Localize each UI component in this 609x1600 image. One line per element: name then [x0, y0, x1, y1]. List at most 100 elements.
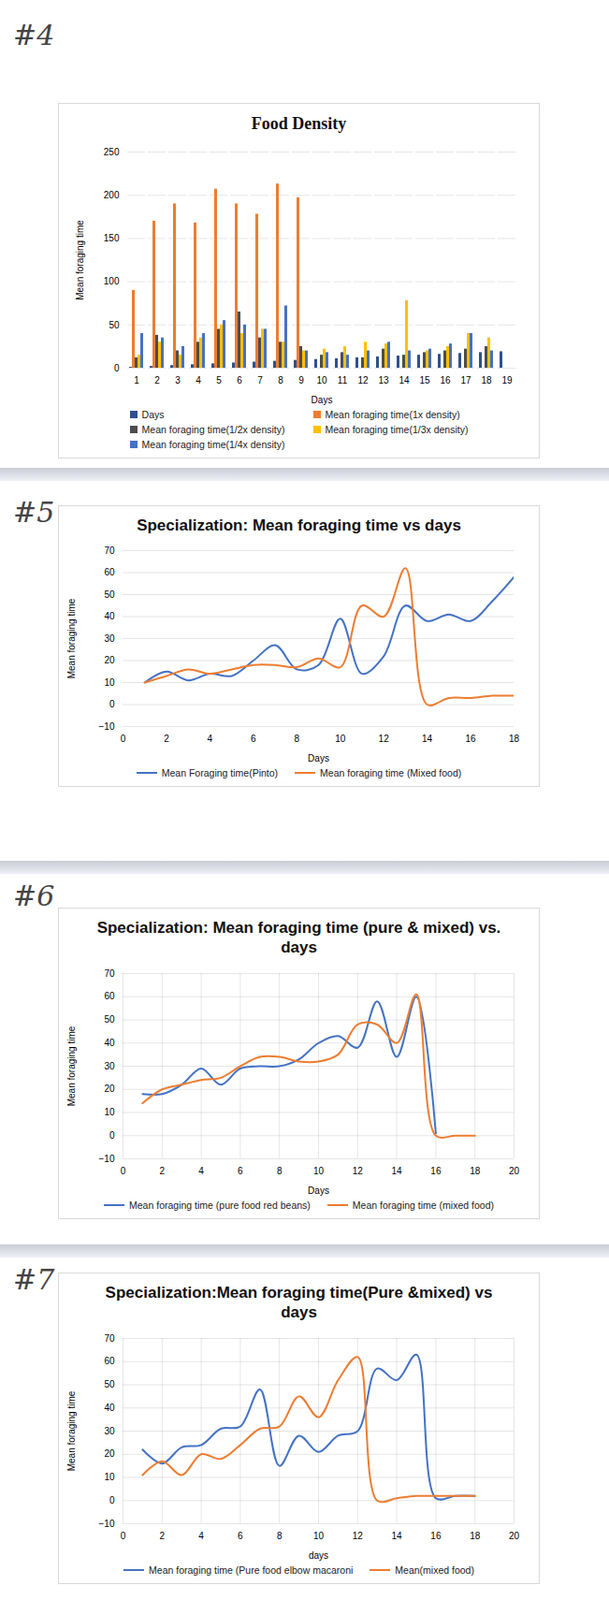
svg-text:18: 18 [469, 1164, 481, 1175]
svg-text:0: 0 [114, 362, 120, 373]
svg-text:70: 70 [103, 1332, 116, 1343]
svg-text:250: 250 [103, 145, 120, 157]
svg-text:6: 6 [236, 374, 243, 385]
html-text:Specialization: Mean foraging: Specialization: Mean foraging time (pure… [96, 918, 501, 957]
svg-text:10: 10 [103, 677, 116, 688]
svg-text:18: 18 [469, 1529, 481, 1540]
svg-text:Days: Days [307, 753, 330, 764]
svg-text:0: 0 [109, 1493, 116, 1505]
svg-text:18: 18 [508, 733, 521, 744]
svg-text:19: 19 [501, 374, 513, 385]
svg-text:8: 8 [293, 733, 300, 744]
svg-text:50: 50 [103, 589, 116, 600]
svg-text:30: 30 [103, 633, 116, 644]
svg-text:14: 14 [398, 374, 410, 385]
svg-text:14: 14 [391, 1164, 404, 1175]
svg-text:18: 18 [480, 374, 493, 385]
svg-text:Mean foraging time: Mean foraging time [66, 1390, 77, 1471]
html-text:#7: #7 [13, 1262, 55, 1296]
svg-text:14: 14 [421, 733, 434, 744]
svg-text:2: 2 [154, 374, 160, 385]
html-text:#5: #5 [13, 495, 55, 529]
svg-text:Mean foraging time: Mean foraging time [66, 598, 77, 680]
svg-text:12: 12 [357, 374, 369, 385]
svg-text:16: 16 [464, 733, 477, 744]
svg-text:12: 12 [378, 733, 391, 744]
svg-text:30: 30 [103, 1424, 116, 1436]
svg-text:20: 20 [103, 1448, 116, 1459]
html-text:#6: #6 [13, 879, 55, 913]
svg-text:50: 50 [108, 319, 120, 330]
svg-text:4: 4 [207, 733, 214, 744]
svg-text:5: 5 [216, 374, 222, 385]
svg-text:13: 13 [377, 374, 390, 385]
svg-text:60: 60 [103, 566, 116, 578]
html-text:#4: #4 [13, 18, 55, 52]
svg-text:10: 10 [313, 1164, 325, 1175]
svg-text:4: 4 [198, 1164, 204, 1175]
svg-text:40: 40 [103, 1401, 116, 1412]
html-text:Specialization:Mean foraging t: Specialization:Mean foraging time(Pure &… [105, 1283, 493, 1322]
svg-text:0: 0 [109, 1129, 116, 1140]
svg-text:20: 20 [508, 1164, 521, 1175]
svg-text:6: 6 [250, 733, 257, 744]
svg-text:Mean foraging time: Mean foraging time [66, 1025, 77, 1106]
svg-text:20: 20 [103, 1083, 116, 1094]
svg-text:−10: −10 [99, 1152, 116, 1163]
svg-text:70: 70 [103, 545, 116, 556]
html-text:Specialization: Mean foraging: Specialization: Mean foraging time vs da… [136, 516, 462, 535]
svg-text:6: 6 [237, 1529, 244, 1540]
svg-text:17: 17 [460, 374, 472, 385]
svg-text:10: 10 [316, 374, 328, 385]
svg-text:70: 70 [103, 967, 116, 978]
svg-text:Mean foraging time: Mean foraging time [74, 218, 86, 300]
svg-text:10: 10 [103, 1471, 116, 1482]
svg-text:10: 10 [313, 1529, 325, 1540]
svg-text:0: 0 [120, 733, 127, 744]
svg-text:0: 0 [109, 698, 116, 710]
svg-text:4: 4 [198, 1529, 204, 1540]
svg-text:20: 20 [508, 1529, 521, 1540]
svg-text:3: 3 [174, 374, 181, 385]
svg-text:−10: −10 [99, 1517, 116, 1528]
svg-text:days: days [308, 1549, 329, 1560]
svg-text:4: 4 [195, 374, 202, 385]
svg-text:9: 9 [298, 374, 305, 385]
svg-text:50: 50 [103, 1014, 116, 1025]
svg-text:16: 16 [430, 1164, 442, 1175]
svg-text:100: 100 [103, 275, 120, 287]
svg-text:Days: Days [311, 393, 334, 405]
svg-text:10: 10 [334, 733, 347, 744]
svg-text:60: 60 [103, 1355, 116, 1366]
svg-text:2: 2 [159, 1529, 166, 1540]
svg-text:20: 20 [103, 654, 116, 666]
svg-text:8: 8 [277, 374, 284, 385]
svg-text:60: 60 [103, 990, 116, 1001]
svg-text:40: 40 [103, 1036, 116, 1047]
html-text:Food Density: Food Density [251, 114, 347, 133]
svg-text:6: 6 [237, 1164, 244, 1175]
svg-text:16: 16 [439, 374, 451, 385]
svg-text:11: 11 [337, 374, 348, 385]
svg-text:Days: Days [307, 1184, 330, 1195]
svg-text:10: 10 [103, 1106, 116, 1117]
svg-text:8: 8 [276, 1164, 283, 1175]
svg-text:15: 15 [419, 374, 431, 385]
svg-text:200: 200 [103, 188, 120, 200]
svg-text:1: 1 [133, 374, 140, 385]
svg-text:0: 0 [120, 1529, 127, 1540]
svg-text:14: 14 [391, 1529, 404, 1540]
svg-text:30: 30 [103, 1059, 116, 1071]
svg-text:2: 2 [159, 1164, 166, 1175]
svg-text:12: 12 [352, 1529, 364, 1540]
svg-text:0: 0 [120, 1164, 127, 1175]
svg-text:12: 12 [352, 1164, 364, 1175]
svg-text:−10: −10 [99, 721, 116, 732]
svg-text:150: 150 [103, 232, 120, 244]
svg-text:7: 7 [257, 374, 263, 385]
svg-text:8: 8 [276, 1529, 283, 1540]
svg-text:16: 16 [430, 1529, 442, 1540]
svg-text:40: 40 [103, 610, 116, 622]
svg-text:50: 50 [103, 1378, 116, 1390]
svg-text:2: 2 [163, 733, 170, 744]
